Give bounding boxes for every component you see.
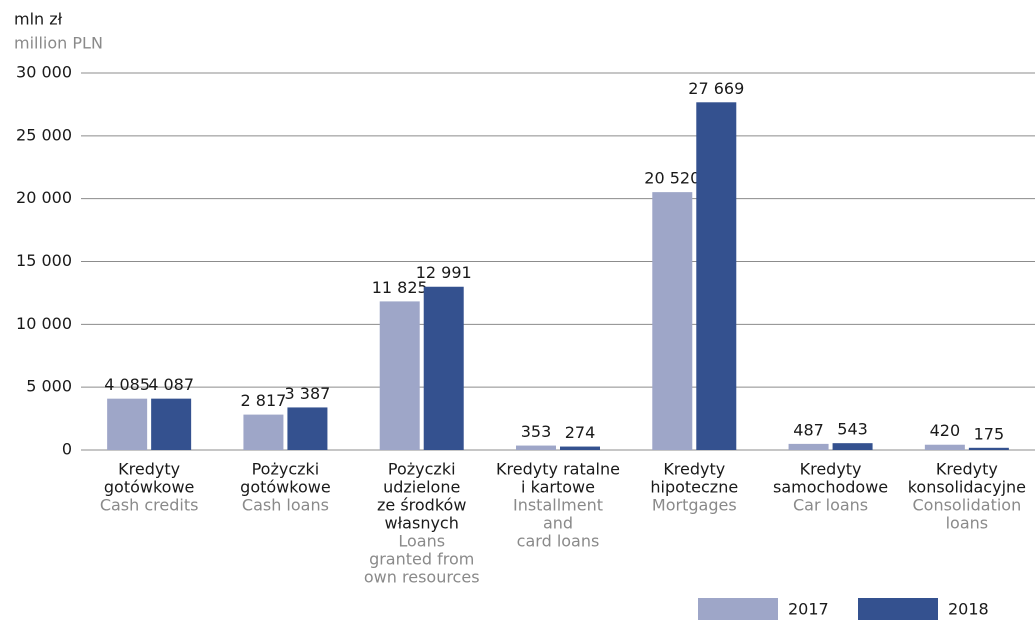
- value-label: 420: [930, 421, 961, 440]
- x-tick-label: Kredyty: [663, 460, 725, 479]
- bar: [379, 301, 420, 450]
- value-label: 487: [793, 420, 824, 439]
- x-tick-label-en: Car loans: [793, 496, 868, 515]
- x-tick-label: gotówkowe: [104, 478, 195, 497]
- legend-label: 2018: [948, 600, 989, 619]
- y-tick-label: 5 000: [26, 377, 72, 396]
- legend-swatch: [858, 598, 938, 620]
- x-tick-label: Kredyty ratalne: [496, 460, 620, 479]
- bar: [151, 398, 192, 450]
- y-axis-label-en: million PLN: [14, 34, 103, 53]
- x-tick-label: ze środków: [377, 496, 466, 515]
- value-label: 543: [837, 420, 868, 439]
- x-tick-label-en: Cash credits: [100, 496, 199, 515]
- x-tick-label: Pożyczki: [252, 460, 320, 479]
- value-label: 20 520: [644, 169, 700, 188]
- x-tick-label-en: Loans: [398, 532, 445, 551]
- x-tick-label: konsolidacyjne: [908, 478, 1026, 497]
- value-label: 4 085: [104, 375, 150, 394]
- y-tick-label: 25 000: [16, 125, 72, 144]
- x-tick-label: samochodowe: [773, 478, 888, 497]
- y-tick-label: 30 000: [16, 63, 72, 82]
- y-tick-label: 20 000: [16, 188, 72, 207]
- bar: [107, 398, 148, 450]
- value-label: 175: [974, 424, 1005, 443]
- bar: [243, 414, 284, 450]
- x-tick-label: Pożyczki: [388, 460, 456, 479]
- y-tick-label: 15 000: [16, 251, 72, 270]
- x-tick-label-en: own resources: [364, 568, 480, 587]
- x-tick-label: Kredyty: [936, 460, 998, 479]
- x-tick-label: własnych: [385, 514, 459, 533]
- value-label: 12 991: [416, 263, 472, 282]
- x-tick-label-en: Cash loans: [242, 496, 329, 515]
- bar: [287, 407, 328, 450]
- value-label: 11 825: [372, 278, 428, 297]
- x-tick-label: Kredyty: [118, 460, 180, 479]
- value-label: 27 669: [688, 79, 744, 98]
- value-label: 353: [521, 422, 552, 441]
- x-tick-label-en: Mortgages: [652, 496, 737, 515]
- x-tick-label: Kredyty: [800, 460, 862, 479]
- x-tick-label-en: and: [543, 514, 573, 533]
- bar: [560, 446, 600, 450]
- value-label: 274: [565, 423, 596, 442]
- bar: [696, 102, 737, 450]
- bar: [423, 286, 464, 450]
- x-tick-label: hipoteczne: [650, 478, 738, 497]
- y-tick-label: 0: [62, 440, 72, 459]
- bar: [788, 443, 829, 450]
- value-label: 4 087: [148, 375, 194, 394]
- x-tick-label: i kartowe: [521, 478, 595, 497]
- y-tick-label: 10 000: [16, 314, 72, 333]
- x-tick-label: udzielone: [383, 478, 460, 497]
- bar: [652, 192, 693, 450]
- x-tick-label-en: Installment: [513, 496, 603, 515]
- legend-swatch: [698, 598, 778, 620]
- x-tick-label-en: granted from: [369, 550, 474, 569]
- x-tick-label-en: loans: [946, 514, 989, 533]
- bar: [832, 443, 873, 450]
- bar: [924, 444, 965, 450]
- value-label: 3 387: [285, 384, 331, 403]
- y-axis-label: mln zł: [14, 10, 63, 29]
- value-label: 2 817: [241, 391, 287, 410]
- x-tick-label-en: card loans: [517, 532, 600, 551]
- legend-label: 2017: [788, 600, 829, 619]
- x-tick-label: gotówkowe: [240, 478, 331, 497]
- x-tick-label-en: Consolidation: [912, 496, 1021, 515]
- bar: [516, 445, 556, 450]
- bar: [968, 447, 1009, 450]
